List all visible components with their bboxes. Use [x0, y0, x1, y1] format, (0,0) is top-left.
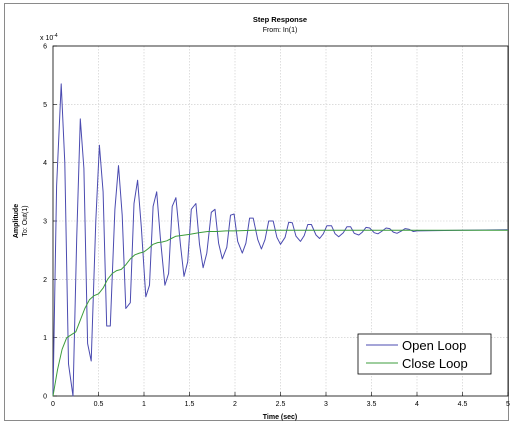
y-axis-ticks: 0 1 2 3 4 5 6	[43, 44, 57, 401]
x-tick-label: 4	[415, 401, 419, 408]
x-tick-label: 3.5	[367, 401, 377, 408]
x-axis-label: Time (sec)	[263, 414, 298, 421]
y-exponent-power: -4	[53, 33, 58, 39]
chart-title: Step Response	[253, 15, 307, 24]
x-tick-label: 3	[324, 401, 328, 408]
y-axis-label-output: To: Out(1)	[22, 205, 29, 236]
y-tick-label: 4	[43, 160, 47, 167]
y-tick-label: 1	[43, 335, 47, 342]
legend-label-close-loop: Close Loop	[402, 356, 468, 371]
x-tick-label: 1.5	[185, 401, 195, 408]
chart-subtitle: From: In(1)	[263, 27, 298, 34]
y-axis-label: Amplitude	[13, 204, 20, 238]
legend: Open Loop Close Loop	[357, 333, 492, 375]
series-line-close-loop	[52, 229, 508, 397]
x-tick-label: 1	[142, 401, 146, 408]
x-tick-label: 0	[51, 401, 55, 408]
legend-box	[357, 333, 492, 375]
x-tick-label: 2	[233, 401, 237, 408]
y-tick-label: 2	[43, 277, 47, 284]
y-tick-label: 6	[43, 44, 47, 51]
data-series	[52, 83, 509, 397]
x-tick-label: 4.5	[458, 401, 468, 408]
y-tick-label: 0	[43, 394, 47, 401]
y-tick-label: 5	[43, 102, 47, 109]
x-tick-label: 2.5	[276, 401, 286, 408]
legend-label-open-loop: Open Loop	[402, 338, 466, 353]
y-exponent-label: x 10-4	[40, 33, 58, 42]
x-axis-ticks: 0 0.5 1 1.5 2 2.5 3 3.5 4 4.5 5	[51, 392, 510, 408]
series-line-open-loop	[52, 83, 509, 397]
y-tick-label: 3	[43, 219, 47, 226]
x-tick-label: 5	[506, 401, 510, 408]
x-tick-label: 0.5	[94, 401, 104, 408]
